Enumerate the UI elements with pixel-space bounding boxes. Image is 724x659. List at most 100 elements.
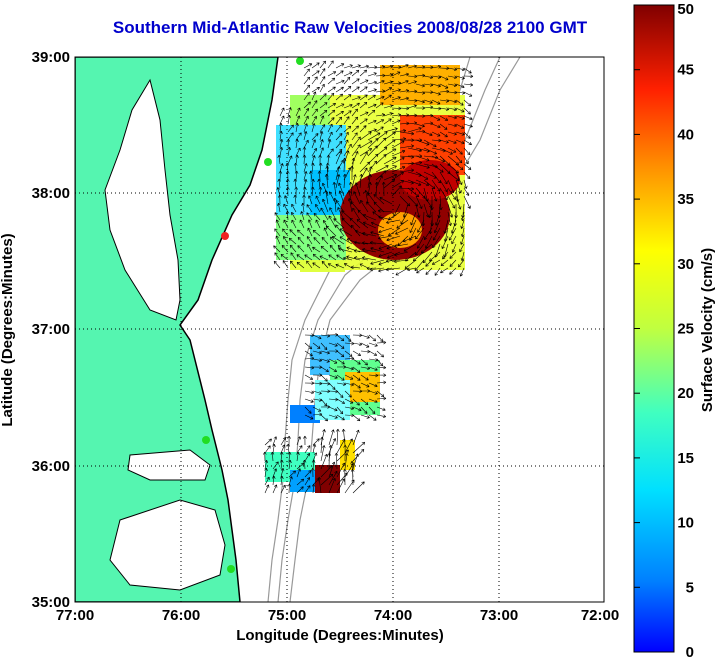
velocity-arrow (385, 267, 401, 272)
velocity-arrow (311, 62, 320, 69)
velocity-arrow (375, 65, 386, 69)
velocity-arrow (372, 211, 385, 221)
velocity-arrow (311, 483, 316, 494)
velocity-arrow (407, 127, 422, 133)
velocity-arrow (356, 219, 369, 229)
velocity-arrow (399, 113, 410, 117)
velocity-arrow (279, 130, 283, 141)
velocity-arrow (312, 262, 321, 269)
velocity-arrow (391, 171, 404, 181)
velocity-arrow (287, 124, 294, 133)
velocity-arrow (303, 179, 308, 189)
velocity-arrow (463, 74, 474, 79)
velocity-arrow (352, 414, 361, 422)
velocity-arrow (455, 83, 465, 89)
velocity-arrow (368, 350, 378, 356)
velocity-arrow (463, 107, 471, 115)
velocity-arrow (302, 459, 307, 470)
velocity-arrow (351, 108, 358, 117)
velocity-arrow (307, 227, 313, 237)
velocity-arrow (328, 382, 336, 390)
velocity-arrow (335, 93, 344, 101)
velocity-arrow (361, 241, 377, 245)
velocity-arrow (359, 111, 369, 117)
velocity-arrow (415, 83, 425, 88)
velocity-arrow (294, 170, 299, 181)
velocity-arrow (279, 146, 284, 157)
velocity-arrow (439, 171, 448, 185)
velocity-arrow (312, 390, 322, 395)
velocity-arrow (327, 71, 337, 77)
velocity-arrow (287, 483, 292, 494)
velocity-arrow (432, 235, 441, 249)
velocity-arrow (321, 260, 329, 269)
velocity-arrow (405, 251, 417, 262)
velocity-arrow (423, 113, 434, 118)
velocity-arrow (335, 150, 343, 165)
velocity-arrow (311, 86, 320, 93)
velocity-arrow (328, 366, 337, 372)
velocity-arrow (307, 243, 313, 253)
velocity-arrow (279, 451, 284, 462)
velocity-arrow (360, 199, 369, 213)
velocity-arrow (344, 452, 349, 470)
velocity-arrow (296, 445, 303, 454)
velocity-arrow (434, 267, 441, 276)
velocity-arrow (303, 68, 310, 77)
velocity-arrow (272, 461, 279, 470)
velocity-arrow (319, 139, 324, 149)
velocity-arrow (370, 221, 385, 229)
velocity-arrow (317, 476, 322, 494)
velocity-arrow (459, 267, 465, 277)
velocity-arrow (327, 263, 337, 269)
grid-lines (75, 57, 604, 602)
velocity-arrow (378, 267, 393, 273)
velocity-arrow (304, 356, 315, 361)
velocity-arrow (425, 235, 433, 249)
velocity-arrow (282, 260, 289, 269)
velocity-arrow (320, 342, 328, 351)
velocity-arrow (367, 119, 377, 125)
velocity-arrow (369, 267, 385, 272)
velocity-arrow (336, 254, 345, 261)
velocity-arrow (351, 132, 358, 141)
velocity-arrow (328, 461, 336, 478)
velocity-arrow (455, 171, 463, 185)
x-axis-ticks: 77:00 76:00 75:00 74:00 73:00 72:00 (56, 607, 619, 624)
velocity-arrow (423, 105, 434, 110)
velocity-arrow (325, 225, 337, 237)
velocity-arrow (351, 96, 361, 101)
velocity-arrow (324, 190, 329, 205)
velocity-arrow (343, 139, 349, 149)
velocity-arrow (455, 179, 462, 194)
velocity-arrow (262, 451, 267, 462)
velocity-arrow (407, 160, 423, 165)
velocity-arrow (463, 91, 473, 97)
velocity-arrow (359, 125, 367, 133)
velocity-arrow (431, 115, 441, 121)
velocity-arrow (264, 467, 268, 478)
velocity-arrow (326, 154, 331, 165)
velocity-arrow (376, 414, 387, 419)
velocity-arrow (299, 219, 305, 229)
velocity-arrow (312, 229, 321, 237)
velocity-arrow (328, 374, 338, 379)
velocity-arrow (296, 478, 305, 486)
velocity-arrow (362, 213, 377, 221)
velocity-arrow (301, 202, 305, 213)
velocity-arrow (352, 382, 361, 389)
velocity-arrow (288, 459, 292, 470)
velocity-arrow (391, 65, 402, 69)
velocity-arrow (306, 260, 313, 269)
velocity-arrow (439, 131, 448, 138)
velocity-arrow (351, 116, 358, 125)
y-tick-label: 39:00 (32, 49, 70, 66)
velocity-arrow (277, 178, 282, 189)
velocity-arrow (407, 74, 418, 79)
velocity-arrow (336, 382, 347, 386)
velocity-arrow (333, 218, 345, 229)
velocity-arrow (403, 243, 417, 252)
velocity-arrow (335, 140, 343, 149)
velocity-arrow (343, 125, 352, 133)
velocity-arrow (320, 445, 326, 462)
